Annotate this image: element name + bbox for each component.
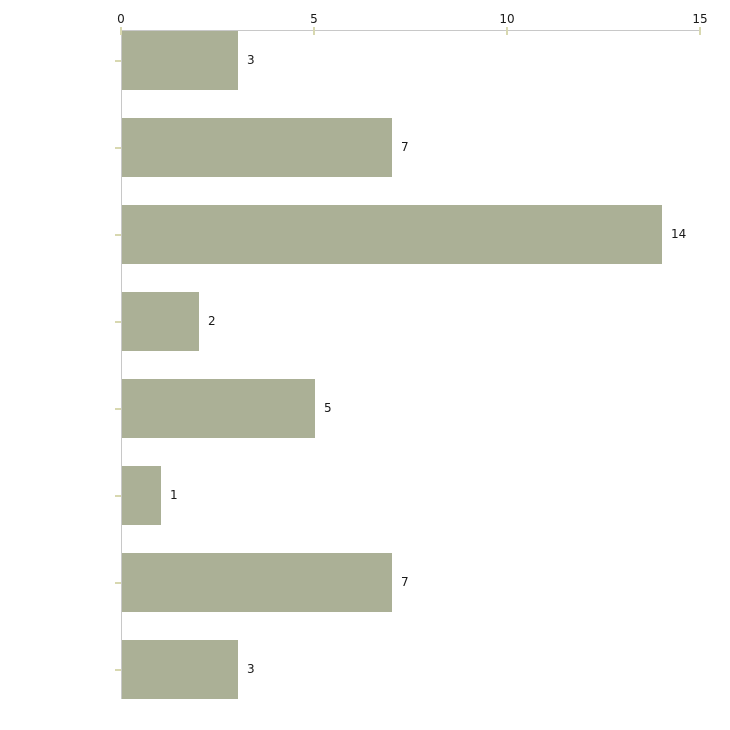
x-tick-label: 15 (692, 12, 708, 26)
bar (122, 553, 392, 612)
x-tick-label: 5 (310, 12, 318, 26)
y-tick-mark (115, 581, 121, 584)
bar (122, 292, 199, 351)
y-tick-mark (115, 146, 121, 149)
y-tick-mark (115, 233, 121, 236)
bar (122, 466, 161, 525)
value-label: 3 (247, 52, 255, 67)
y-axis-line (121, 30, 122, 699)
bar (122, 118, 392, 177)
x-tick-label: 10 (499, 12, 515, 26)
bar (122, 640, 238, 699)
y-tick-mark (115, 407, 121, 410)
y-tick-mark (115, 59, 121, 62)
value-label: 7 (401, 139, 409, 154)
bar (122, 205, 662, 264)
y-tick-mark (115, 494, 121, 497)
value-label: 3 (247, 661, 255, 676)
x-tick-mark (313, 27, 315, 35)
value-label: 2 (208, 313, 216, 328)
bar (122, 31, 238, 90)
bar (122, 379, 315, 438)
value-label: 1 (170, 487, 178, 502)
x-tick-mark (699, 27, 701, 35)
x-tick-mark (506, 27, 508, 35)
value-label: 7 (401, 574, 409, 589)
value-label: 5 (324, 400, 332, 415)
value-label: 14 (671, 226, 687, 241)
y-tick-mark (115, 668, 121, 671)
x-tick-mark (120, 27, 122, 35)
x-tick-label: 0 (117, 12, 125, 26)
y-tick-mark (115, 320, 121, 323)
x-axis-line (121, 30, 701, 31)
